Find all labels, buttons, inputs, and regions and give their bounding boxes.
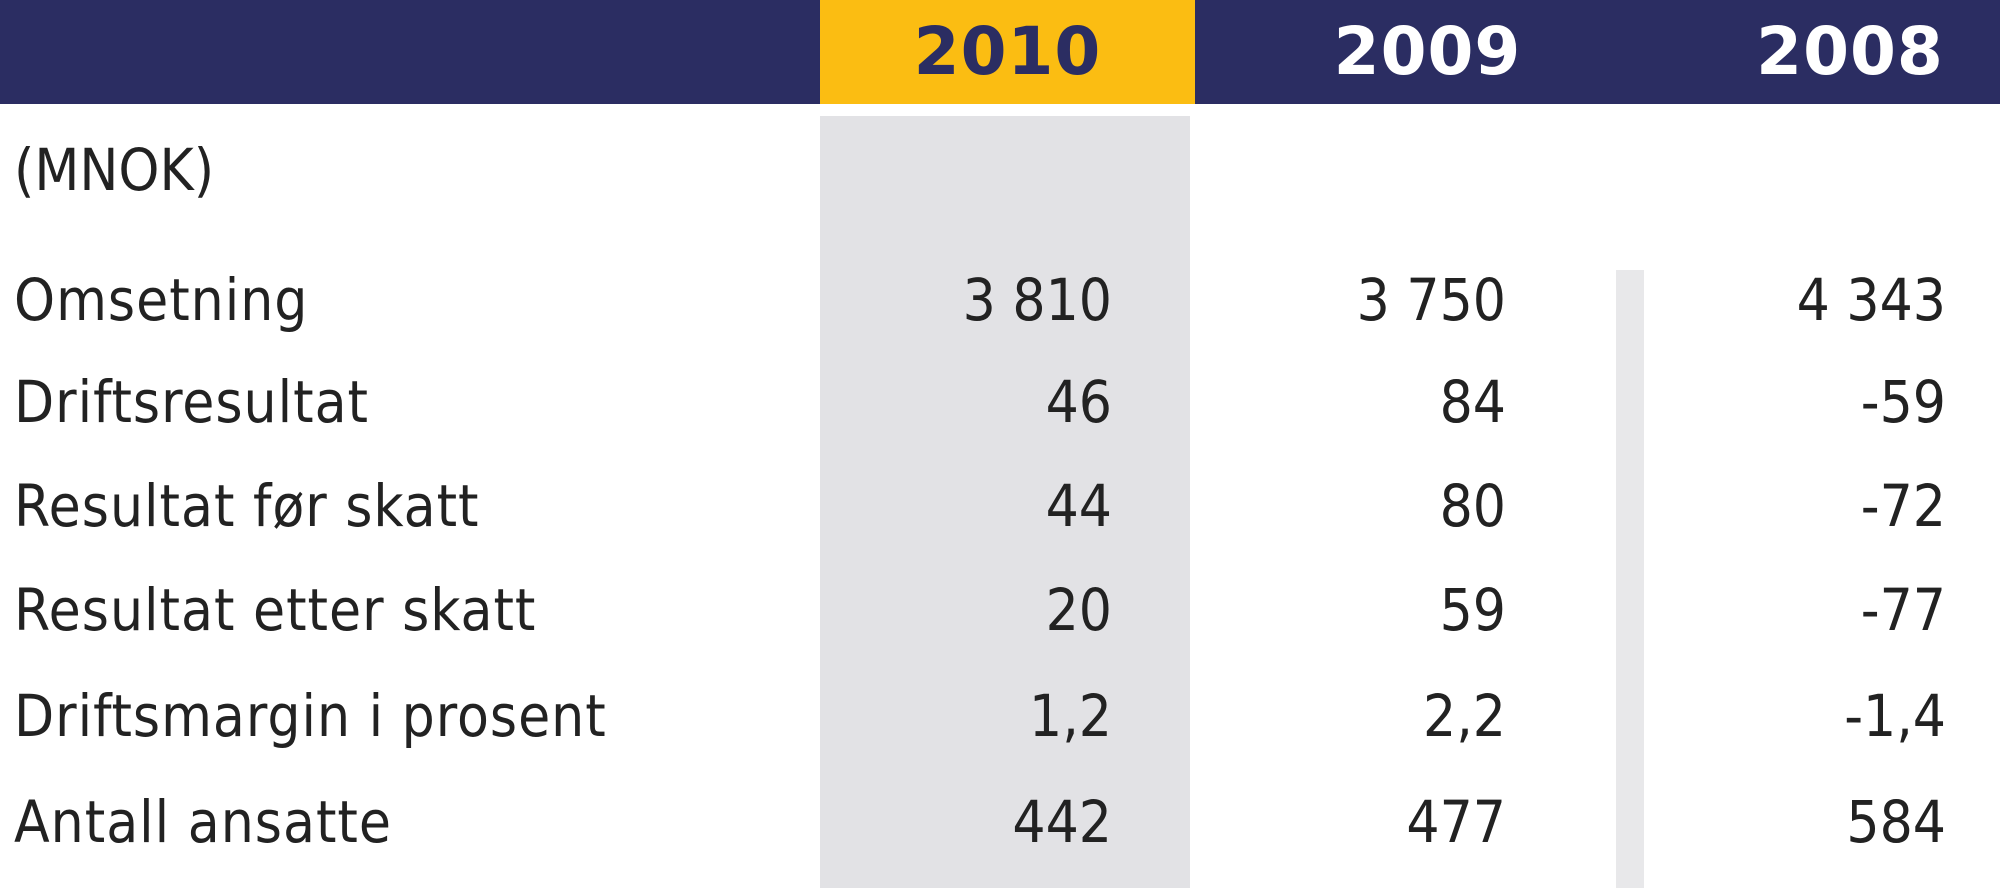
table-row: Driftsmargin i prosent 1,2 2,2 -1,4 (0, 668, 2000, 764)
row-label: Antall ansatte (14, 788, 392, 856)
row-label: Driftsresultat (14, 368, 370, 436)
year-header-2009: 2009 (1333, 13, 1522, 90)
value-2010: 442 (1012, 788, 1112, 856)
divider-stripe (1616, 270, 1644, 888)
value-2010: 46 (1045, 368, 1112, 436)
value-2008: -1,4 (1844, 682, 1946, 750)
value-2008: -72 (1860, 472, 1946, 540)
value-2009: 2,2 (1423, 682, 1506, 750)
value-2009: 477 (1406, 788, 1506, 856)
value-2008: 584 (1846, 788, 1946, 856)
value-2010: 1,2 (1029, 682, 1112, 750)
year-header-2008: 2008 (1756, 13, 1944, 90)
unit-label: (MNOK) (14, 136, 215, 204)
table-row: Resultat før skatt 44 80 -72 (0, 458, 2000, 554)
highlight-year-header (820, 0, 1195, 104)
row-label: Resultat før skatt (14, 472, 480, 540)
table-row: Omsetning 3 810 3 750 4 343 (0, 252, 2000, 348)
value-2009: 84 (1439, 368, 1506, 436)
row-label: Omsetning (14, 266, 309, 334)
value-2010: 44 (1045, 472, 1112, 540)
value-2010: 20 (1045, 576, 1112, 644)
value-2010: 3 810 (962, 266, 1112, 334)
row-label: Resultat etter skatt (14, 576, 537, 644)
value-2009: 3 750 (1356, 266, 1506, 334)
year-header-2010: 2010 (913, 13, 1102, 90)
highlight-year-column (820, 116, 1190, 888)
value-2008: -59 (1860, 368, 1946, 436)
value-2009: 59 (1439, 576, 1506, 644)
table-row: Driftsresultat 46 84 -59 (0, 354, 2000, 450)
value-2008: 4 343 (1796, 266, 1946, 334)
table-row: Resultat etter skatt 20 59 -77 (0, 562, 2000, 658)
row-label: Driftsmargin i prosent (14, 682, 607, 750)
value-2009: 80 (1439, 472, 1506, 540)
value-2008: -77 (1860, 576, 1946, 644)
table-row: Antall ansatte 442 477 584 (0, 774, 2000, 870)
